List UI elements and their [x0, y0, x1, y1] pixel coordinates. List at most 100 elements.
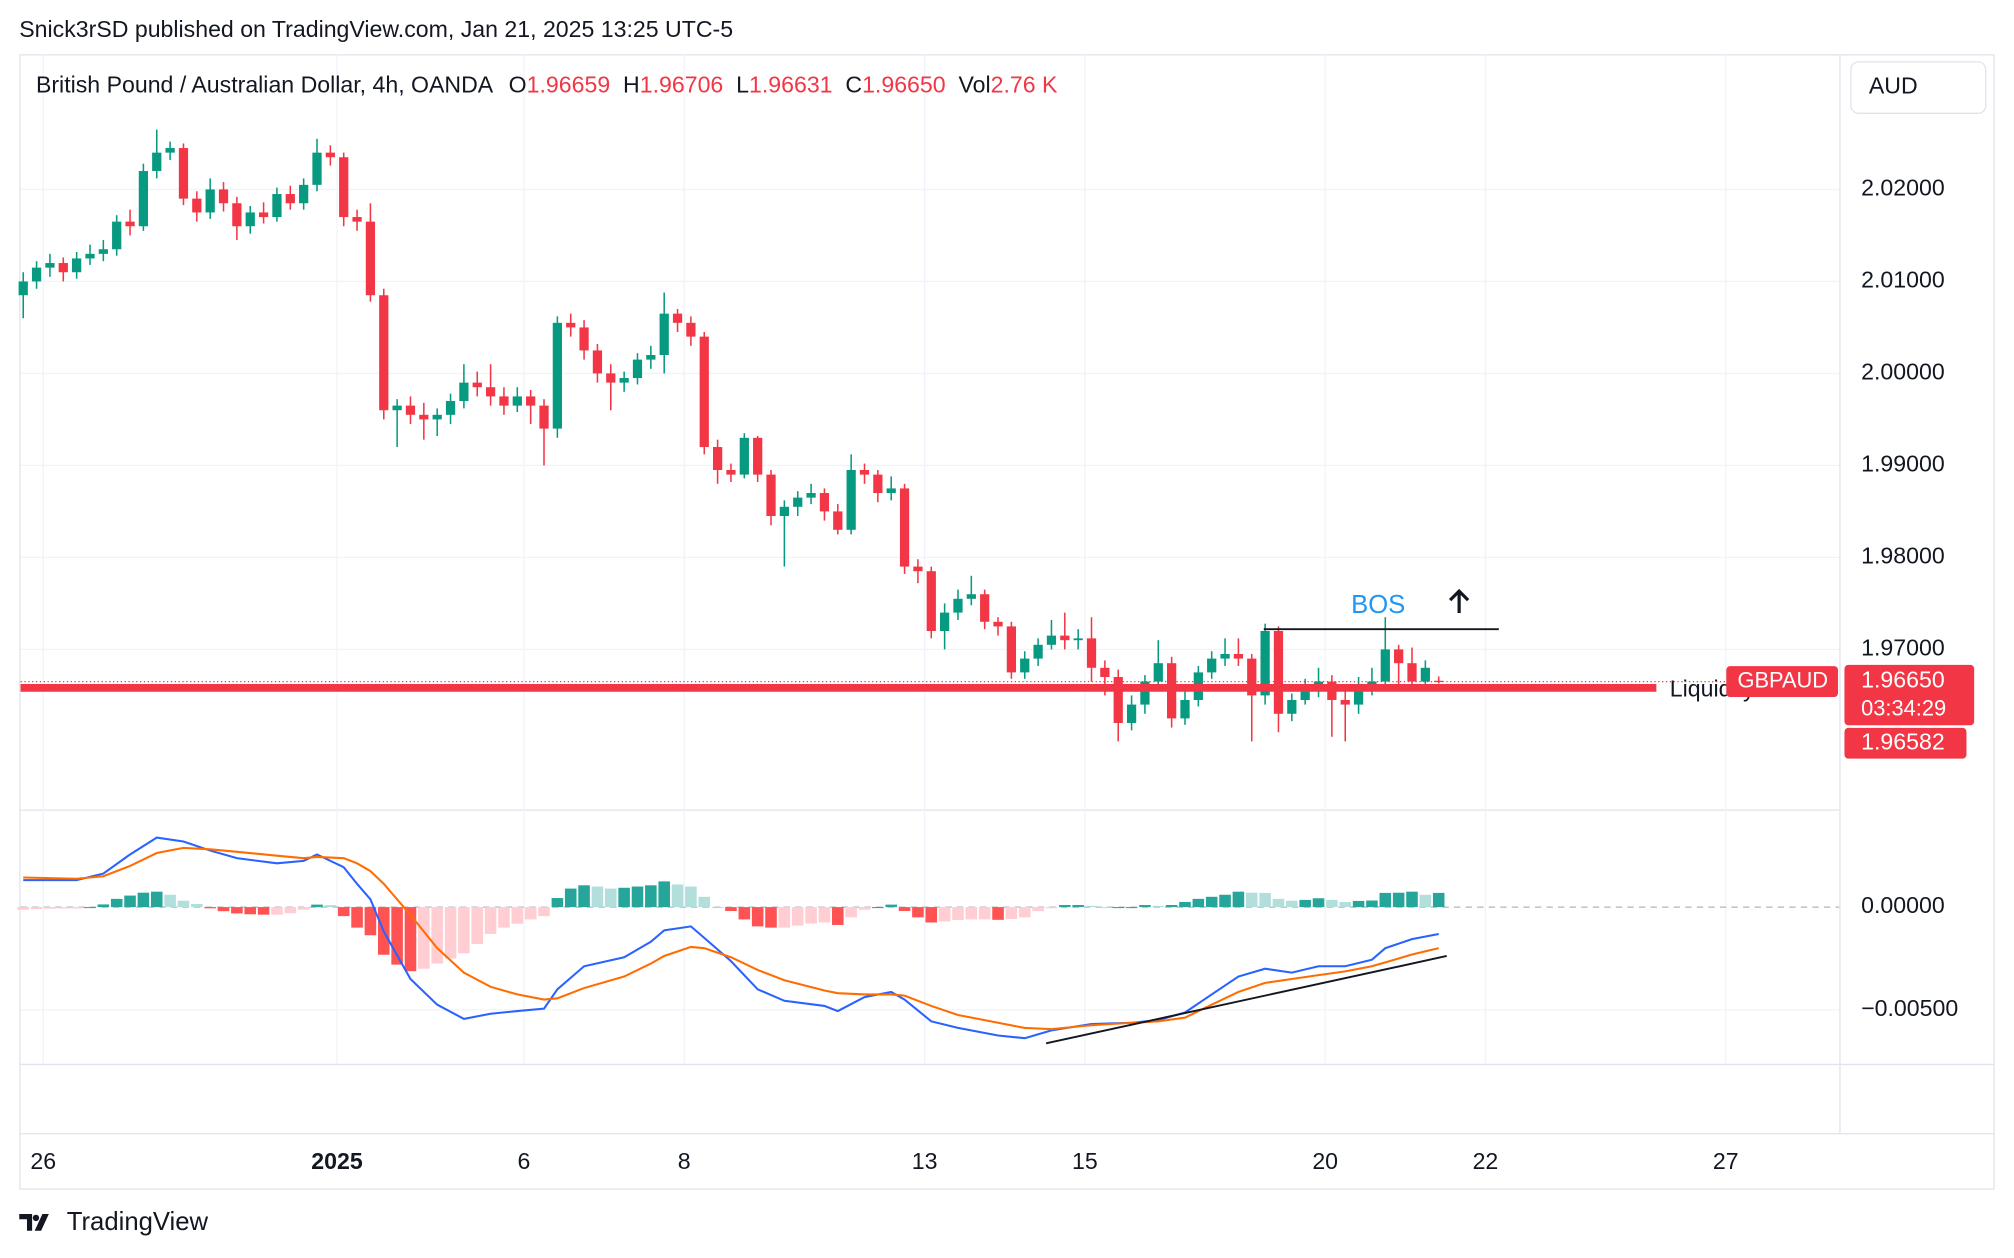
histogram-bar: [124, 895, 136, 908]
candle-body: [552, 322, 562, 429]
histogram-bar: [484, 907, 497, 935]
candle-body: [1380, 649, 1390, 682]
histogram-bar: [164, 894, 176, 908]
histogram-bar: [97, 904, 110, 908]
candle-body: [659, 313, 669, 356]
histogram-bar: [17, 907, 30, 910]
histogram-bar: [1286, 900, 1298, 908]
candle-body: [712, 447, 723, 471]
macd-line: [23, 836, 1439, 1040]
x-tick-label: 8: [678, 1148, 691, 1174]
histogram-bar: [471, 907, 484, 945]
y-tick-label: 2.00000: [1861, 359, 1945, 385]
candle-body: [619, 378, 629, 383]
candle-body: [699, 336, 709, 448]
candle-body: [472, 382, 482, 388]
histogram-bar: [257, 907, 270, 915]
macd-trendline: [1045, 955, 1447, 1045]
histogram-bar: [1032, 907, 1044, 912]
histogram-bar: [1219, 894, 1231, 908]
candle-body: [272, 194, 282, 218]
candle-body: [886, 488, 896, 494]
histogram-bar: [1419, 894, 1432, 908]
histogram-bar: [618, 887, 630, 908]
histogram-bar: [204, 907, 216, 909]
candle-body: [1207, 658, 1217, 673]
histogram-bar: [337, 907, 350, 917]
histogram-bar: [1045, 907, 1058, 909]
histogram-bar: [645, 885, 657, 908]
candle-body: [926, 571, 936, 632]
y-tick-label: 0.00000: [1861, 892, 1945, 918]
candle-body: [766, 474, 776, 517]
histogram-bar: [778, 907, 791, 928]
legend-value: 1.96631: [749, 71, 833, 97]
candle-body: [793, 497, 803, 507]
histogram-bar: [751, 907, 764, 927]
histogram-bar: [1312, 898, 1325, 908]
x-tick-label: 6: [518, 1148, 531, 1174]
candle-body: [966, 594, 976, 599]
y-tick-label: 1.98000: [1861, 543, 1945, 569]
bos-label: BOS: [1351, 591, 1405, 619]
histogram-bar: [191, 903, 203, 908]
candle-body: [1033, 644, 1043, 659]
histogram-bar: [458, 907, 470, 954]
histogram-bar: [84, 907, 96, 909]
histogram-bar: [1352, 900, 1365, 908]
candle-body: [753, 437, 763, 475]
x-tick-label: 26: [30, 1148, 56, 1174]
candle-body: [1180, 699, 1190, 719]
x-tick-label: 2025: [311, 1148, 363, 1174]
histogram-bar: [658, 881, 670, 908]
histogram-bar: [1112, 907, 1124, 909]
candle-body: [192, 198, 202, 213]
histogram-bar: [431, 907, 443, 964]
histogram-bar: [70, 907, 83, 909]
histogram-bar: [177, 900, 190, 908]
candle-body: [899, 488, 910, 567]
candle-body: [125, 221, 135, 227]
candle-body: [445, 401, 456, 415]
histogram-bar: [1005, 907, 1018, 920]
histogram-bar: [1245, 892, 1258, 908]
histogram-bar: [1125, 907, 1138, 909]
legend-key: O: [509, 71, 527, 97]
legend-title: British Pound / Australian Dollar, 4h, O…: [36, 71, 494, 97]
candle-body: [686, 322, 696, 337]
brand-logo: [19, 1214, 49, 1231]
histogram-bar: [591, 886, 604, 908]
candle-body: [846, 470, 856, 530]
candle-body: [45, 263, 55, 268]
histogram-bar: [1326, 899, 1338, 908]
histogram-bar: [30, 907, 43, 910]
candle-body: [232, 203, 242, 227]
histogram-bar: [364, 907, 377, 936]
candle-body: [312, 152, 322, 185]
histogram-bar: [110, 898, 123, 908]
histogram-bar: [1339, 901, 1352, 908]
histogram-bar: [818, 907, 831, 923]
candle-body: [1126, 704, 1137, 723]
histogram-bar: [631, 886, 644, 908]
candle-body: [819, 493, 830, 512]
currency-box[interactable]: [1850, 61, 1987, 114]
candle-body: [579, 327, 589, 351]
histogram-bar: [1018, 907, 1031, 918]
histogram-bar: [297, 907, 310, 910]
candle-body: [138, 171, 149, 227]
candle-body: [726, 470, 736, 475]
symbol-tag: [1726, 666, 1839, 698]
publish-line: Snick3rSD published on TradingView.com, …: [19, 16, 733, 42]
histogram-bar: [244, 907, 257, 915]
legend-key: C: [845, 71, 862, 97]
candle-body: [1340, 699, 1350, 705]
x-tick-label: 22: [1473, 1148, 1499, 1174]
candle-body: [112, 221, 122, 250]
candle-body: [1073, 638, 1083, 641]
candle-body: [1113, 676, 1123, 723]
candle-body: [1260, 631, 1270, 696]
histogram-bar: [1205, 896, 1218, 908]
y-tick-label: −0.00500: [1861, 995, 1958, 1021]
histogram-bar: [418, 907, 430, 969]
